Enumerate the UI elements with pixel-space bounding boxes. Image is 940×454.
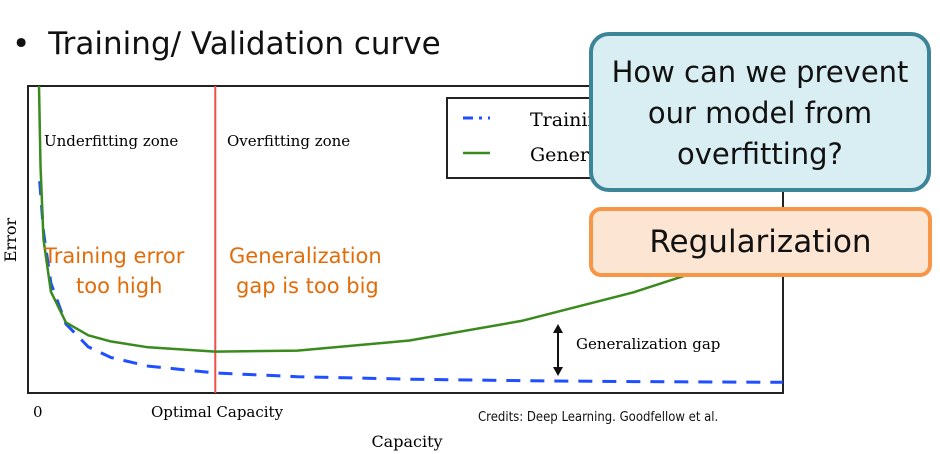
annotation-too-high: too high [76,274,162,298]
x-axis-label: Capacity [371,432,442,451]
annotation-gap-too-big: gap is too big [236,274,379,298]
annotation-generalization: Generalization [229,244,382,268]
x-tick-0: 0 [33,403,43,421]
gap-arrow [553,324,563,376]
zone-label-overfitting: Overfitting zone [227,132,350,150]
annotation-training-error: Training error [43,244,185,268]
regularization-answer-box: Regularization [589,207,932,277]
question-callout: How can we prevent our model from overfi… [589,32,931,192]
generalization-error-curve [37,85,784,353]
gap-label: Generalization gap [576,335,720,353]
y-axis-label: Error [1,218,20,263]
slide-title: • Training/ Validation curve [12,26,441,62]
credits: Credits: Deep Learning. Goodfellow et al… [478,410,719,425]
x-tick-optimal: Optimal Capacity [151,403,284,421]
zone-label-underfitting: Underfitting zone [44,132,178,150]
